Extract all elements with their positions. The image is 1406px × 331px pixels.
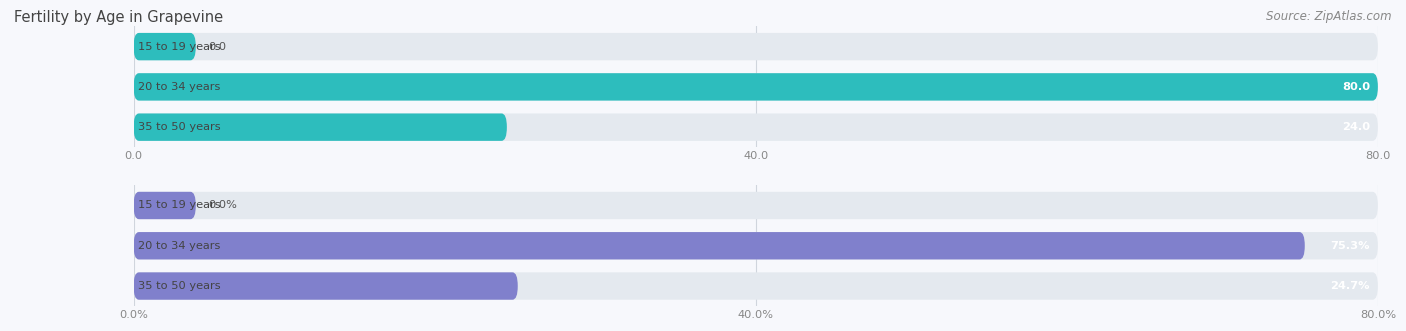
Text: 24.7%: 24.7% [1330, 281, 1369, 291]
Text: 35 to 50 years: 35 to 50 years [138, 122, 221, 132]
FancyBboxPatch shape [134, 73, 1378, 101]
FancyBboxPatch shape [134, 192, 195, 219]
FancyBboxPatch shape [134, 272, 517, 300]
FancyBboxPatch shape [134, 73, 1378, 101]
FancyBboxPatch shape [134, 33, 195, 60]
Text: Fertility by Age in Grapevine: Fertility by Age in Grapevine [14, 10, 224, 25]
FancyBboxPatch shape [134, 114, 1378, 141]
Text: 20 to 34 years: 20 to 34 years [138, 241, 221, 251]
Text: 20 to 34 years: 20 to 34 years [138, 82, 221, 92]
FancyBboxPatch shape [134, 192, 1378, 219]
Text: 15 to 19 years: 15 to 19 years [138, 201, 221, 211]
FancyBboxPatch shape [134, 114, 508, 141]
FancyBboxPatch shape [134, 33, 1378, 60]
FancyBboxPatch shape [134, 232, 1305, 260]
FancyBboxPatch shape [134, 232, 1378, 260]
Text: 80.0: 80.0 [1341, 82, 1369, 92]
Text: 35 to 50 years: 35 to 50 years [138, 281, 221, 291]
Text: 75.3%: 75.3% [1330, 241, 1369, 251]
Text: 15 to 19 years: 15 to 19 years [138, 42, 221, 52]
Text: 0.0%: 0.0% [208, 201, 238, 211]
Text: 0.0: 0.0 [208, 42, 226, 52]
Text: 24.0: 24.0 [1341, 122, 1369, 132]
Text: Source: ZipAtlas.com: Source: ZipAtlas.com [1267, 10, 1392, 23]
FancyBboxPatch shape [134, 272, 1378, 300]
